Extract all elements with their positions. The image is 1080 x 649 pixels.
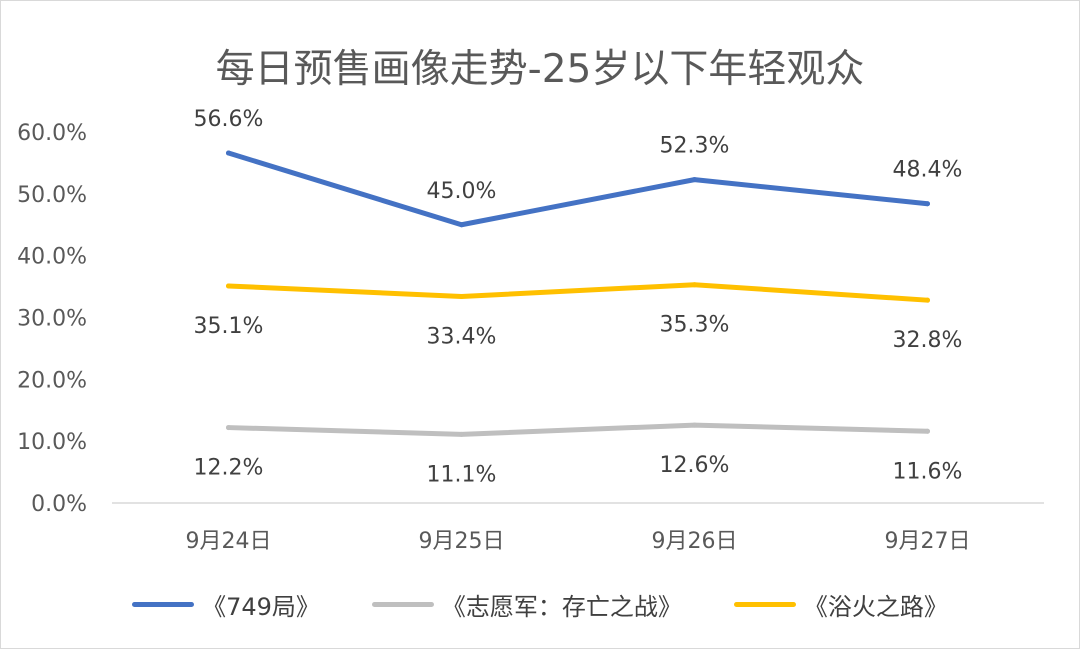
data-point xyxy=(226,425,231,431)
data-point xyxy=(925,297,930,303)
x-tick-label: 9月25日 xyxy=(419,529,505,554)
y-tick-label: 0.0% xyxy=(31,492,87,517)
data-label: 33.4% xyxy=(427,324,497,349)
x-tick-label: 9月27日 xyxy=(885,529,971,554)
legend-item-series-3: 《浴火之路》 xyxy=(733,587,948,622)
data-label: 35.3% xyxy=(660,313,730,338)
data-label: 56.6% xyxy=(194,107,264,132)
legend-swatch-series-1 xyxy=(132,601,195,607)
x-tick-label: 9月26日 xyxy=(652,529,738,554)
data-point xyxy=(692,422,697,428)
y-tick-label: 20.0% xyxy=(17,368,87,393)
chart-legend: 《749局》 《志愿军：存亡之战》 《浴火之路》 xyxy=(0,586,1080,622)
x-tick-label: 9月24日 xyxy=(186,529,272,554)
data-label: 45.0% xyxy=(427,179,497,204)
series-line-2 xyxy=(226,422,930,437)
data-label: 35.1% xyxy=(194,314,264,339)
legend-item-series-1: 《749局》 xyxy=(132,587,320,622)
data-point xyxy=(459,222,464,228)
chart-title: 每日预售画像走势-25岁以下年轻观众 xyxy=(215,47,865,92)
legend-label-series-2: 《志愿军：存亡之战》 xyxy=(441,592,682,621)
y-tick-label: 60.0% xyxy=(17,121,87,146)
data-point xyxy=(226,150,231,156)
series-line-1 xyxy=(226,150,930,228)
data-label: 11.6% xyxy=(893,459,963,484)
data-point xyxy=(459,293,464,299)
data-label: 12.2% xyxy=(194,456,264,481)
data-label: 12.6% xyxy=(660,453,730,478)
legend-swatch-series-3 xyxy=(733,601,796,607)
data-point xyxy=(692,177,697,183)
legend-swatch-series-2 xyxy=(371,601,434,607)
series-line-3 xyxy=(226,282,930,303)
legend-label-series-1: 《749局》 xyxy=(202,592,320,621)
data-label: 52.3% xyxy=(660,134,730,159)
data-point xyxy=(692,282,697,288)
y-tick-label: 50.0% xyxy=(17,183,87,208)
legend-item-series-2: 《志愿军：存亡之战》 xyxy=(371,587,682,622)
data-point xyxy=(226,283,231,289)
data-point xyxy=(925,428,930,434)
data-label: 48.4% xyxy=(893,158,963,183)
y-tick-label: 40.0% xyxy=(17,245,87,270)
legend-label-series-3: 《浴火之路》 xyxy=(803,592,948,621)
data-label: 11.1% xyxy=(427,462,497,487)
y-tick-label: 10.0% xyxy=(17,430,87,455)
data-point xyxy=(925,201,930,207)
data-label: 32.8% xyxy=(893,328,963,353)
y-tick-label: 30.0% xyxy=(17,307,87,332)
data-point xyxy=(459,431,464,437)
